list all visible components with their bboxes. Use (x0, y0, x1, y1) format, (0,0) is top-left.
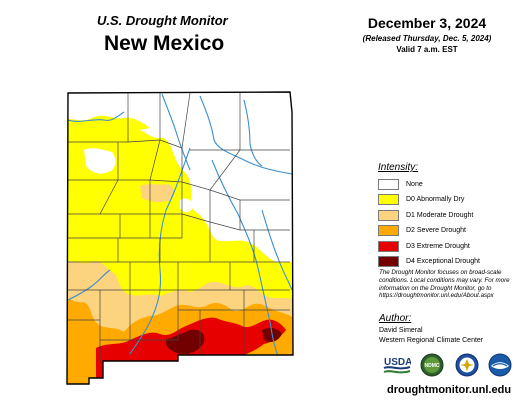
canadian-river (199, 95, 293, 175)
legend-swatch (378, 178, 399, 190)
legend-row: None (378, 178, 423, 190)
san-juan-river (67, 111, 125, 122)
legend-title: Intensity: (378, 162, 419, 173)
legend-swatch (378, 240, 399, 252)
legend-swatch (378, 256, 399, 267)
legend-swatch (378, 209, 399, 221)
usda-logo: USDA (383, 357, 411, 374)
legend-row: D1 Moderate Drought (378, 209, 473, 221)
author-name: David Simeral (379, 327, 423, 334)
legend-swatch (378, 225, 399, 236)
gila-river (67, 269, 111, 301)
river-north (161, 93, 191, 171)
none-pocket (180, 198, 194, 213)
rivers (67, 93, 293, 357)
state-outline (66, 91, 294, 385)
legend-row: D0 Abnormally Dry (378, 194, 464, 206)
d1-area-north (140, 184, 175, 203)
pecos-river (211, 159, 279, 357)
usda-logo-text: USDA (384, 357, 411, 368)
commerce-seal (455, 353, 479, 377)
rio-grande (129, 147, 191, 355)
noaa-logo (488, 353, 512, 377)
author-title: Author: (379, 313, 412, 324)
d0-area-north (67, 115, 150, 134)
legend-label: D3 Extreme Drought (406, 242, 470, 250)
d4-area (166, 329, 205, 354)
legend-label: D2 Severe Drought (406, 227, 466, 234)
ndmc-logo: NDMC (420, 353, 444, 377)
legend-label: D0 Abnormally Dry (406, 196, 465, 203)
footer-url[interactable]: droughtmonitor.unl.edu (387, 384, 512, 396)
author-org: Western Regional Climate Center (379, 337, 484, 344)
legend-label: D4 Exceptional Drought (406, 258, 480, 265)
legend-row: D4 Exceptional Drought (378, 256, 480, 268)
map-date: December 3, 2024 (367, 15, 487, 31)
legend-swatch (378, 194, 399, 205)
ndmc-logo-text: NDMC (425, 363, 440, 369)
map-title: New Mexico (104, 32, 225, 55)
valid-time: Valid 7 a.m. EST (396, 45, 458, 54)
drought-monitor-note: The Drought Monitor focuses on broad-sca… (379, 269, 510, 300)
county-lines (68, 92, 290, 362)
legend-row: D3 Extreme Drought (378, 240, 470, 252)
release-date: (Released Thursday, Dec. 5, 2024) (362, 34, 492, 43)
river-east (261, 209, 293, 291)
legend-label: D1 Moderate Drought (406, 211, 474, 219)
map-subtitle: U.S. Drought Monitor (97, 13, 228, 28)
none-pocket (84, 148, 116, 174)
legend-row: D2 Severe Drought (378, 225, 466, 237)
canadian-tributary (243, 99, 263, 167)
legend-label: None (406, 180, 423, 188)
